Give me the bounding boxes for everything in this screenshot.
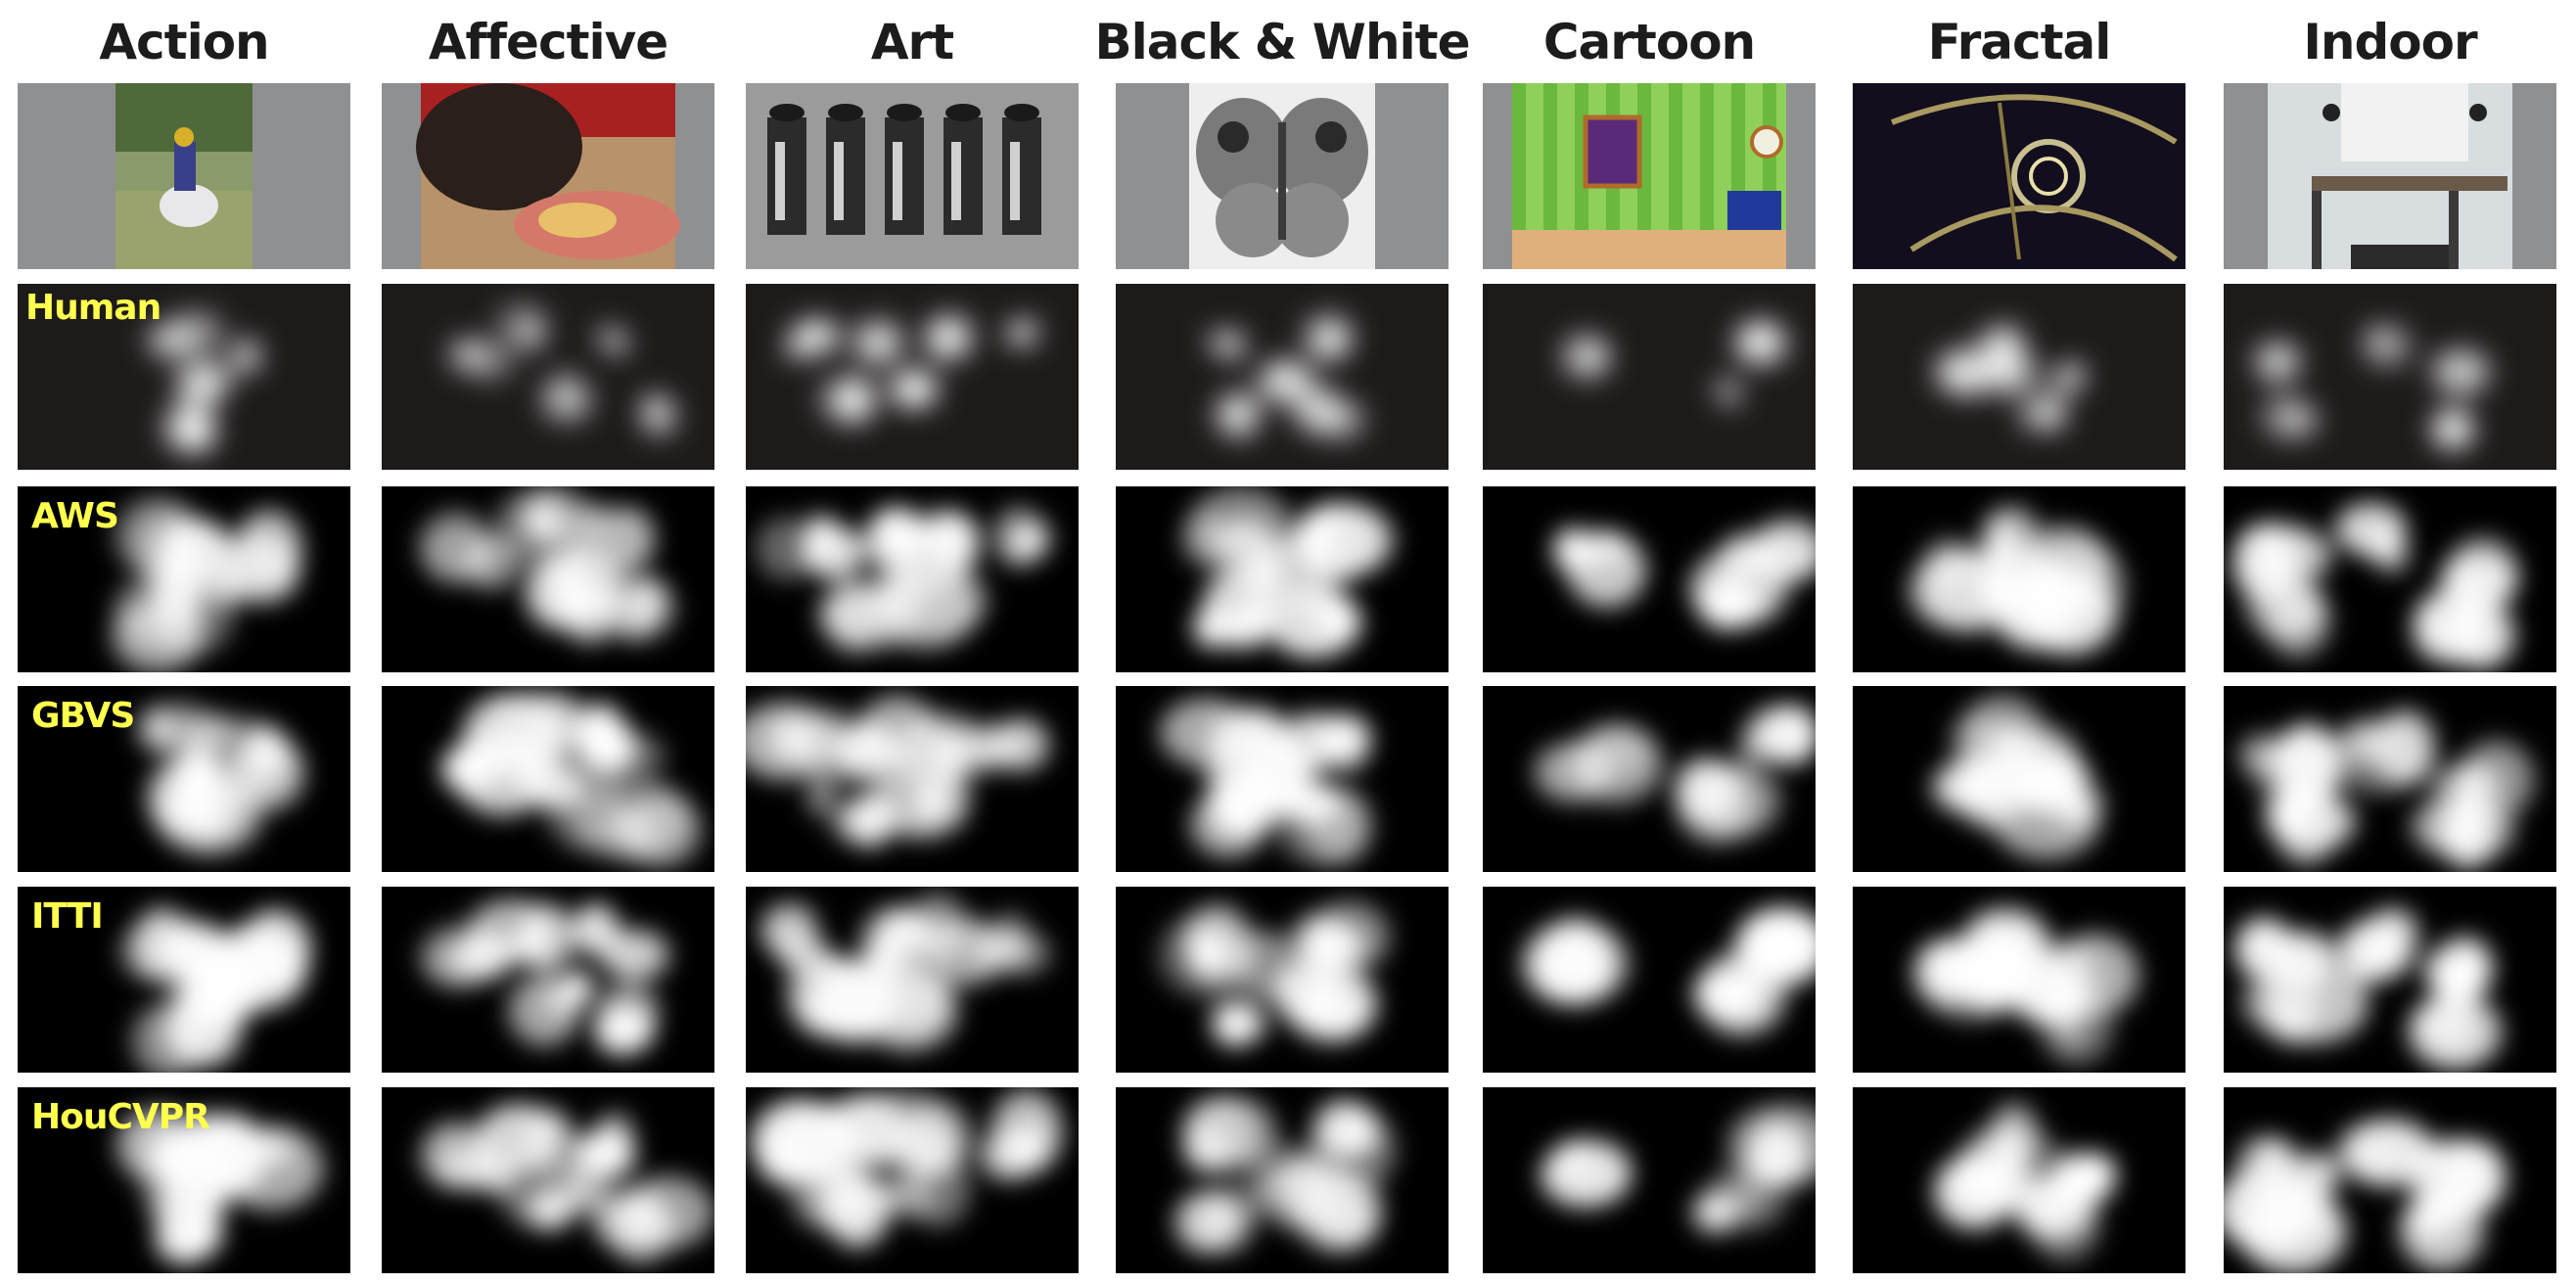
saliency-map-human-affective (382, 284, 714, 470)
column-header-indoor: Indoor (2303, 14, 2477, 70)
stimulus-image-affective (382, 83, 714, 269)
row-label-gbvs: GBVS (31, 696, 135, 736)
saliency-map-aws-cartoon (1483, 486, 1816, 672)
saliency-map-human-fractal (1853, 284, 2185, 470)
stimulus-image-action (18, 83, 350, 269)
saliency-map-aws-art (746, 486, 1079, 672)
saliency-map-itti-action: ITTI (18, 887, 350, 1073)
saliency-map-gbvs-affective (382, 686, 714, 872)
saliency-map-aws-affective (382, 486, 714, 672)
row-label-houcvpr: HouCVPR (31, 1097, 210, 1137)
row-label-itti: ITTI (31, 896, 104, 937)
saliency-map-houcvpr-affective (382, 1087, 714, 1273)
saliency-map-itti-art (746, 887, 1079, 1073)
saliency-map-human-cartoon (1483, 284, 1816, 470)
saliency-map-itti-indoor (2224, 887, 2556, 1073)
saliency-map-gbvs-action: GBVS (18, 686, 350, 872)
saliency-map-houcvpr-art (746, 1087, 1079, 1273)
saliency-map-human-art (746, 284, 1079, 470)
stimulus-image-indoor (2224, 83, 2556, 269)
saliency-map-human-action: Human (18, 284, 350, 470)
saliency-map-itti-cartoon (1483, 887, 1816, 1073)
saliency-map-gbvs-indoor (2224, 686, 2556, 872)
row-label-aws: AWS (31, 496, 119, 536)
saliency-map-human-black-and-white (1116, 284, 1449, 470)
saliency-map-gbvs-art (746, 686, 1079, 872)
stimulus-image-fractal (1853, 83, 2185, 269)
saliency-map-aws-action: AWS (18, 486, 350, 672)
column-header-black-and-white: Black & White (1094, 14, 1471, 70)
saliency-map-houcvpr-indoor (2224, 1087, 2556, 1273)
stimulus-image-black-and-white (1116, 83, 1449, 269)
saliency-map-houcvpr-fractal (1853, 1087, 2185, 1273)
column-header-action: Action (99, 14, 269, 70)
column-header-art: Art (870, 14, 954, 70)
stimulus-image-art (746, 83, 1079, 269)
column-header-cartoon: Cartoon (1542, 14, 1756, 70)
saliency-map-itti-black-and-white (1116, 887, 1449, 1073)
saliency-map-aws-fractal (1853, 486, 2185, 672)
saliency-map-gbvs-black-and-white (1116, 686, 1449, 872)
saliency-map-human-indoor (2224, 284, 2556, 470)
saliency-map-aws-black-and-white (1116, 486, 1449, 672)
saliency-map-gbvs-fractal (1853, 686, 2185, 872)
stimulus-image-cartoon (1483, 83, 1816, 269)
saliency-map-itti-fractal (1853, 887, 2185, 1073)
row-label-human: Human (25, 288, 161, 328)
column-header-affective: Affective (428, 14, 668, 70)
saliency-map-gbvs-cartoon (1483, 686, 1816, 872)
saliency-map-houcvpr-action: HouCVPR (18, 1087, 350, 1273)
saliency-map-aws-indoor (2224, 486, 2556, 672)
saliency-map-houcvpr-black-and-white (1116, 1087, 1449, 1273)
saliency-map-itti-affective (382, 887, 714, 1073)
saliency-map-houcvpr-cartoon (1483, 1087, 1816, 1273)
column-header-fractal: Fractal (1927, 14, 2112, 70)
